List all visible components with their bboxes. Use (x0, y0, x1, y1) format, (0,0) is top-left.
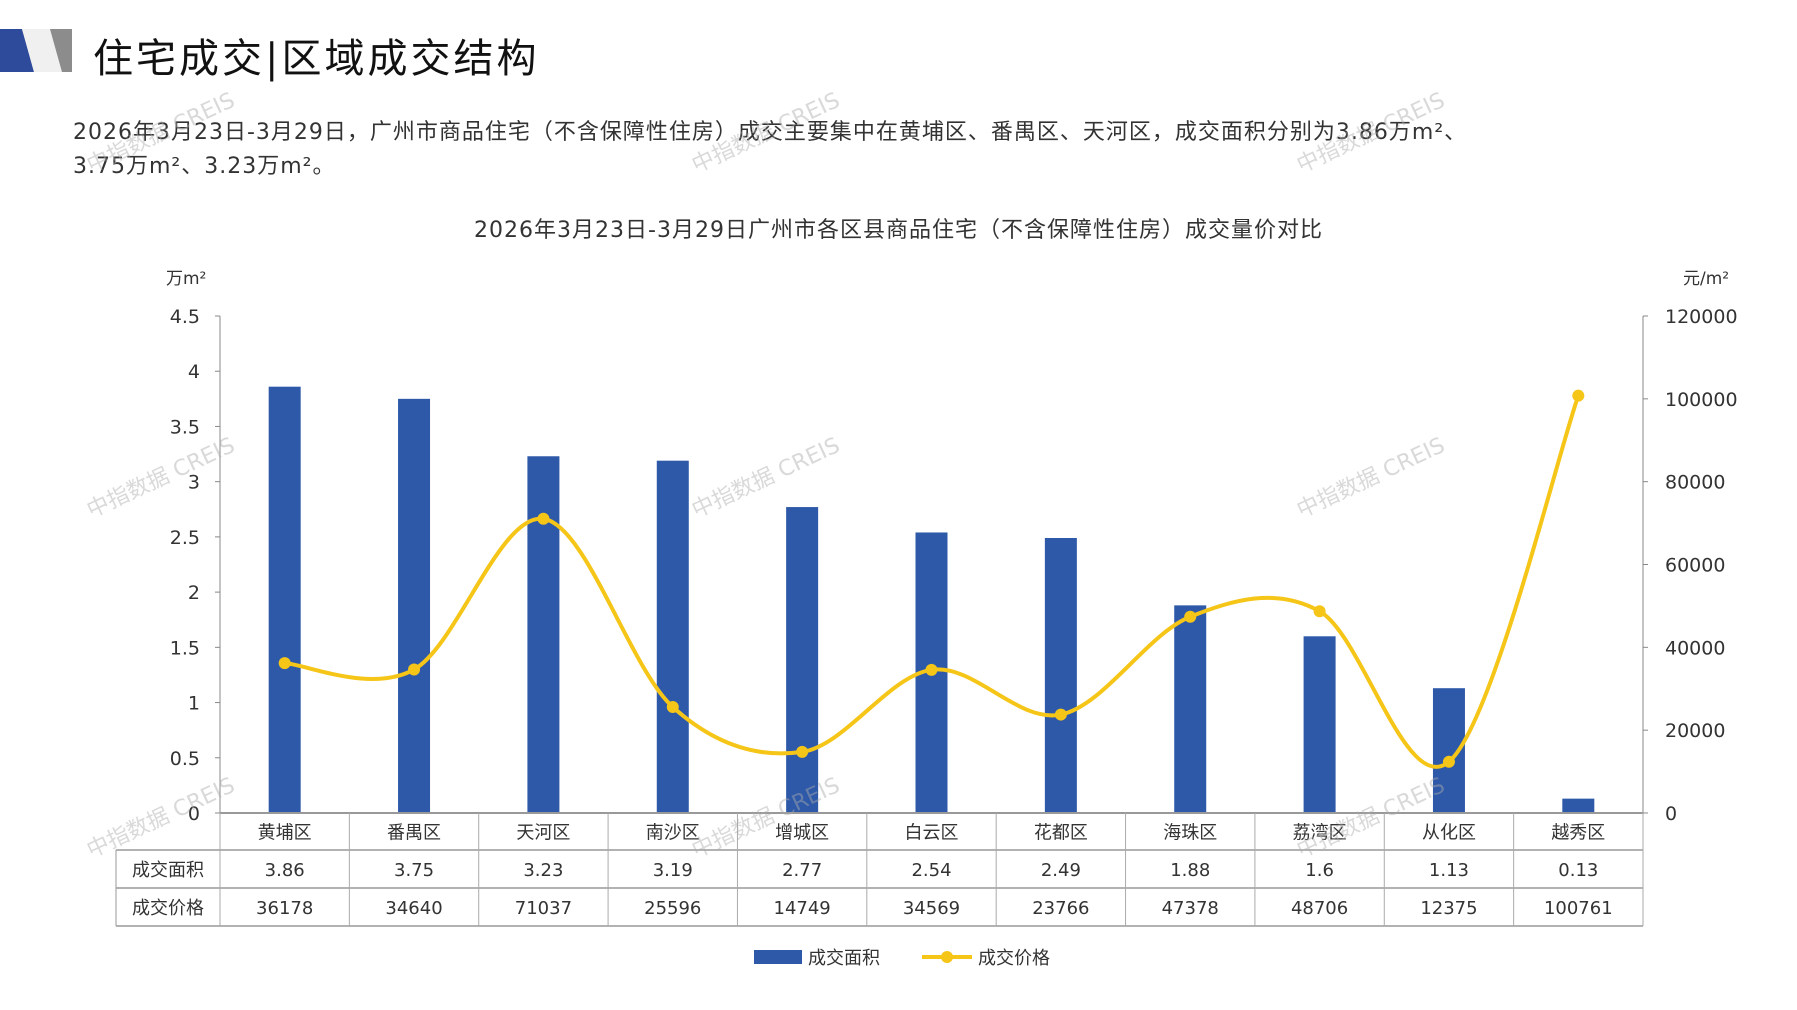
right-tick-label: 120000 (1665, 306, 1738, 328)
category-label: 花都区 (1034, 823, 1088, 844)
bar-天河区 (527, 456, 560, 813)
category-label: 增城区 (775, 823, 829, 844)
category-label: 天河区 (516, 823, 570, 844)
price-point-南沙区 (666, 700, 679, 713)
area-value: 1.13 (1429, 860, 1469, 881)
price-line (284, 395, 1581, 769)
price-value: 36178 (256, 898, 313, 919)
bar-番禺区 (398, 398, 431, 813)
price-value: 34569 (903, 898, 960, 919)
left-tick-label: 1.5 (170, 637, 200, 659)
right-tick-label: 80000 (1665, 472, 1725, 494)
price-point-花都区 (1054, 708, 1067, 721)
left-tick-label: 1 (188, 693, 200, 715)
price-point-从化区 (1442, 755, 1455, 768)
area-value: 2.54 (911, 860, 951, 881)
area-value: 2.77 (782, 860, 822, 881)
area-value: 3.86 (265, 860, 305, 881)
summary-text: 2026年3月23日-3月29日，广州市商品住宅（不含保障性住房）成交主要集中在… (73, 116, 1733, 184)
area-value: 3.19 (653, 860, 693, 881)
right-tick-label: 20000 (1665, 720, 1725, 742)
price-point-荔湾区 (1313, 605, 1326, 618)
table-row-label: 成交价格 (132, 898, 204, 919)
price-value: 25596 (644, 898, 701, 919)
left-tick-label: 4.5 (170, 306, 200, 328)
category-label: 越秀区 (1551, 823, 1605, 844)
bar-南沙区 (656, 460, 689, 813)
area-value: 1.88 (1170, 860, 1210, 881)
price-point-增城区 (796, 745, 809, 758)
price-value: 23766 (1032, 898, 1089, 919)
left-tick-label: 2 (188, 582, 200, 604)
left-tick-label: 0.5 (170, 748, 200, 770)
area-value: 3.23 (523, 860, 563, 881)
category-label: 黄埔区 (258, 823, 312, 844)
area-value: 0.13 (1558, 860, 1598, 881)
bar-黄埔区 (268, 386, 301, 813)
category-label: 番禺区 (387, 823, 441, 844)
bar-越秀区 (1562, 798, 1595, 813)
price-value: 71037 (515, 898, 572, 919)
section-logo-icon (0, 29, 72, 72)
legend-line-marker (941, 951, 953, 963)
left-tick-label: 3 (188, 472, 200, 494)
category-label: 南沙区 (646, 823, 700, 844)
bar-荔湾区 (1303, 636, 1336, 813)
chart-title: 2026年3月23日-3月29日广州市各区县商品住宅（不含保障性住房）成交量价对… (474, 218, 1323, 243)
area-value: 1.6 (1305, 860, 1334, 881)
left-tick-label: 3.5 (170, 416, 200, 438)
summary-line-1: 2026年3月23日-3月29日，广州市商品住宅（不含保障性住房）成交主要集中在… (73, 120, 1468, 145)
bar-花都区 (1044, 537, 1077, 813)
category-label: 白云区 (905, 823, 959, 844)
right-tick-label: 100000 (1665, 389, 1738, 411)
price-point-白云区 (925, 663, 938, 676)
legend-price-label: 成交价格 (978, 948, 1050, 969)
area-value: 2.49 (1041, 860, 1081, 881)
price-value: 34640 (385, 898, 442, 919)
area-value: 3.75 (394, 860, 434, 881)
price-value: 14749 (774, 898, 831, 919)
price-point-黄埔区 (278, 657, 291, 670)
price-point-海珠区 (1184, 610, 1197, 623)
right-tick-label: 0 (1665, 803, 1677, 825)
price-value: 47378 (1162, 898, 1219, 919)
category-label: 从化区 (1422, 823, 1476, 844)
legend-bar-swatch (754, 950, 802, 964)
left-tick-label: 2.5 (170, 527, 200, 549)
bar-海珠区 (1174, 605, 1207, 813)
left-tick-label: 4 (188, 361, 200, 383)
table-row-label: 成交面积 (132, 860, 204, 881)
price-value: 48706 (1291, 898, 1348, 919)
right-axis-unit: 元/m² (1683, 269, 1729, 289)
left-axis-unit: 万m² (166, 269, 206, 289)
price-point-番禺区 (408, 663, 421, 676)
price-value: 100761 (1544, 898, 1613, 919)
category-label: 海珠区 (1163, 823, 1217, 844)
page-title: 住宅成交|区域成交结构 (93, 36, 540, 82)
category-label: 荔湾区 (1293, 823, 1347, 844)
price-value: 12375 (1420, 898, 1477, 919)
left-tick-label: 0 (188, 803, 200, 825)
summary-line-2: 3.75万m²、3.23万m²。 (73, 154, 336, 179)
legend-area-label: 成交面积 (808, 948, 880, 969)
bar-增城区 (786, 507, 819, 813)
right-tick-label: 60000 (1665, 555, 1725, 577)
right-tick-label: 40000 (1665, 637, 1725, 659)
price-point-越秀区 (1572, 389, 1585, 402)
price-point-天河区 (537, 512, 550, 525)
